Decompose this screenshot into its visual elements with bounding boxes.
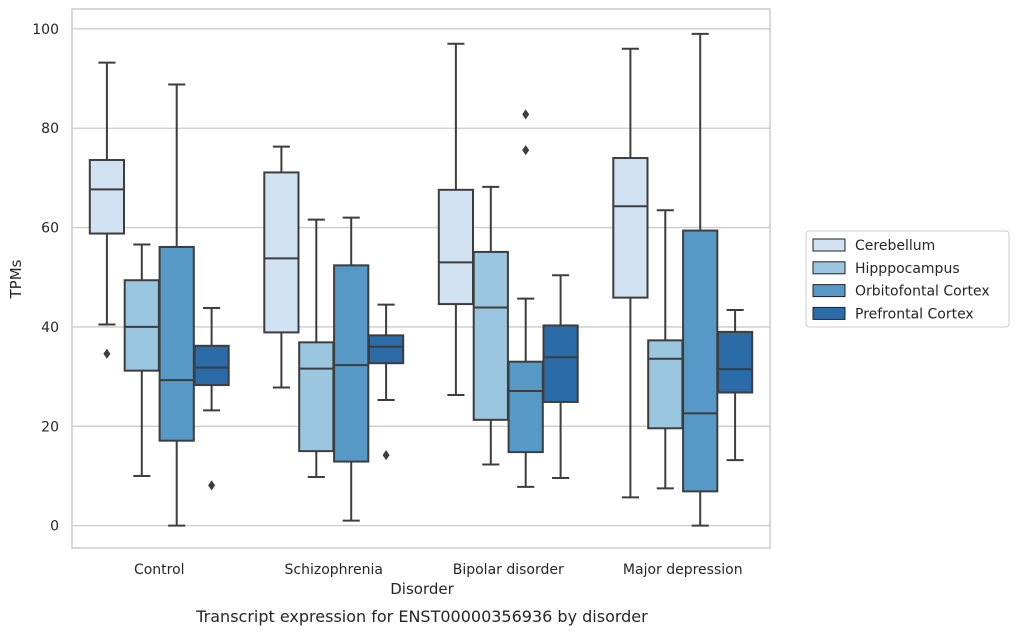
box-iqr (333, 264, 370, 463)
box-group (333, 216, 370, 522)
y-tick-label: 0 (50, 519, 59, 535)
box-group (193, 307, 230, 491)
outlier-point (382, 450, 390, 461)
x-tick-label: Bipolar disorder (453, 562, 564, 578)
box-group (158, 83, 195, 527)
box-iqr (612, 157, 649, 299)
outlier-point (522, 145, 530, 156)
box-group (612, 47, 649, 499)
box-group (298, 218, 335, 478)
box-series (88, 32, 754, 527)
box-group (716, 309, 754, 462)
outlier-point (103, 348, 111, 359)
legend-label: Prefrontal Cortex (855, 306, 974, 322)
legend-swatch (812, 284, 846, 298)
x-axis-label: Disorder (390, 580, 454, 598)
box-group (507, 109, 544, 488)
box-iqr (367, 334, 405, 365)
legend-label: Orbitofontal Cortex (855, 284, 990, 300)
y-tick-label: 60 (41, 221, 59, 237)
x-tick-label: Schizophrenia (285, 562, 383, 578)
box-iqr (88, 159, 126, 235)
legend-frame (805, 230, 1010, 328)
box-iqr (298, 341, 335, 453)
box-iqr (647, 339, 684, 430)
box-group (472, 185, 509, 466)
box-iqr (542, 324, 579, 403)
box-group (647, 209, 684, 490)
box-iqr (193, 344, 230, 387)
legend-swatch (812, 261, 846, 275)
legend-label: Hipppocampus (855, 261, 960, 277)
legend: Cerebellum Hipppocampus Orbitofontal Corte… (805, 230, 1010, 328)
box-group (367, 303, 405, 461)
outlier-point (522, 109, 530, 120)
y-axis-label: TPMs (7, 259, 25, 299)
y-tick-label: 20 (41, 419, 59, 435)
box-iqr (263, 171, 300, 334)
legend-swatch (812, 238, 846, 252)
box-iqr (158, 245, 195, 442)
legend-label: Cerebellum (855, 238, 935, 254)
box-group (263, 145, 300, 389)
box-group (88, 61, 126, 359)
box-iqr (472, 250, 509, 421)
box-group (437, 42, 475, 396)
y-tick-label: 100 (32, 22, 59, 38)
y-tick-label: 40 (41, 320, 59, 336)
box-group (682, 32, 719, 527)
outlier-point (208, 480, 216, 491)
legend-swatch (812, 306, 846, 320)
box-iqr (716, 330, 754, 394)
plot-area-frame (71, 8, 771, 549)
box-iqr (682, 229, 719, 493)
x-tick-labels: Control Schizophrenia Bipolar disorder Majo… (134, 562, 743, 578)
y-tick-label: 80 (41, 121, 59, 137)
y-tick-labels: 0 20 40 60 80 100 (32, 22, 59, 535)
x-tick-label: Control (134, 562, 185, 578)
box-iqr (507, 360, 544, 454)
box-iqr (437, 188, 475, 306)
figure-caption: Transcript expression for ENST0000035693… (195, 607, 648, 626)
box-iqr (123, 279, 160, 372)
box-group (542, 274, 579, 479)
x-tick-label: Major depression (623, 562, 743, 578)
box-group (123, 243, 160, 477)
